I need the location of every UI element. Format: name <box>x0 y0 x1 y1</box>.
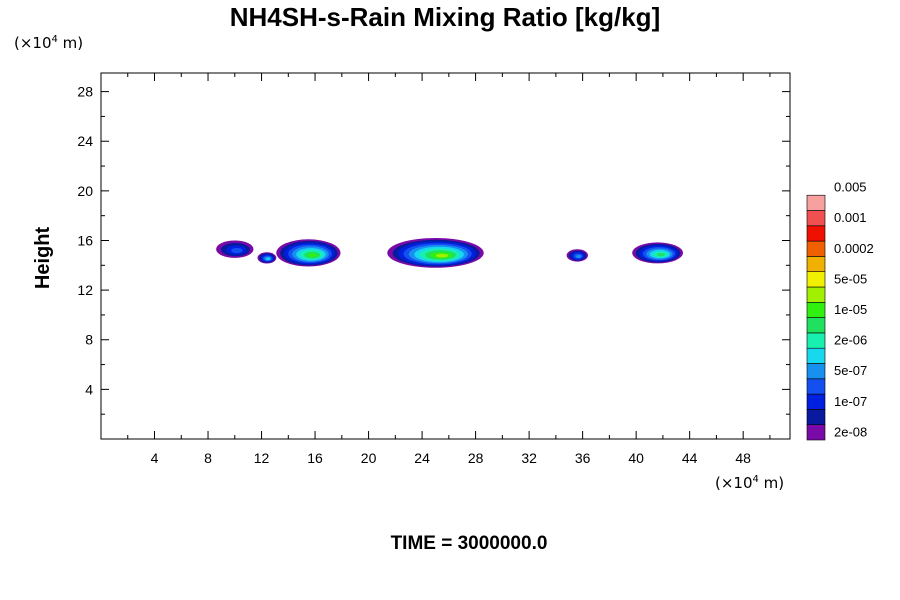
contour-level <box>435 253 449 258</box>
colorbar-swatch <box>806 286 826 303</box>
contour-blob <box>257 252 277 264</box>
contour-level <box>266 257 270 260</box>
y-tick-label: 8 <box>85 332 93 348</box>
x-tick-label: 40 <box>628 450 644 466</box>
x-tick-label: 8 <box>204 450 212 466</box>
colorbar-swatch <box>806 347 826 364</box>
contour-level <box>231 247 243 254</box>
y-tick-label: 16 <box>77 232 93 248</box>
colorbar-swatch <box>806 424 826 441</box>
x-tick-label: 48 <box>735 450 751 466</box>
colorbar-label: 5e-07 <box>834 363 867 378</box>
x-tick-label: 36 <box>575 450 591 466</box>
x-tick-label: 28 <box>468 450 484 466</box>
colorbar-swatch <box>806 393 826 410</box>
colorbar-label: 0.005 <box>834 180 867 195</box>
y-tick-label: 4 <box>85 381 93 397</box>
colorbar: 2e-08 1e-07 5e-07 2e-06 1e-05 5e-05 0.0002 0.00… <box>806 180 874 441</box>
y-tick-label: 28 <box>77 84 93 100</box>
contour-blob <box>216 240 254 258</box>
colorbar-swatch <box>806 363 826 380</box>
time-label: TIME = 3000000.0 <box>391 533 548 554</box>
colorbar-swatch <box>806 210 826 227</box>
colorbar-label: 2e-06 <box>834 333 867 348</box>
contour-layer <box>216 238 683 268</box>
colorbar-swatch <box>806 256 826 272</box>
colorbar-swatch <box>806 225 826 242</box>
x-tick-label: 44 <box>682 450 698 466</box>
contour-level <box>576 254 582 258</box>
contour-blob <box>276 239 341 267</box>
colorbar-label: 0.0002 <box>834 241 874 256</box>
y-tick-label: 20 <box>77 183 93 199</box>
contour-blob <box>632 242 683 264</box>
x-tick-label: 32 <box>521 450 537 466</box>
colorbar-swatch <box>806 332 826 349</box>
contour-level <box>308 253 318 258</box>
colorbar-swatch <box>806 194 826 211</box>
y-unit-label: (×104 m) <box>14 34 83 52</box>
y-axis-label: Height <box>32 227 54 290</box>
x-tick-label: 20 <box>361 450 377 466</box>
contour-blob <box>566 249 588 262</box>
x-tick-label: 4 <box>151 450 159 466</box>
x-tick-label: 12 <box>254 450 270 466</box>
contour-blob <box>387 238 484 268</box>
colorbar-label: 0.001 <box>834 210 867 225</box>
colorbar-label: 5e-05 <box>834 271 867 286</box>
colorbar-swatch <box>806 317 826 334</box>
y-tick-label: 12 <box>77 282 93 298</box>
colorbar-swatch <box>806 271 826 288</box>
colorbar-swatch <box>806 378 826 395</box>
colorbar-label: 1e-07 <box>834 394 867 409</box>
colorbar-swatch <box>806 301 826 318</box>
chart-title: NH4SH-s-Rain Mixing Ratio [kg/kg] <box>230 2 660 32</box>
colorbar-swatch <box>806 409 826 425</box>
colorbar-label: 2e-08 <box>834 424 867 439</box>
y-tick-label: 24 <box>77 133 93 149</box>
x-tick-label: 24 <box>414 450 430 466</box>
contour-level <box>656 253 665 257</box>
x-tick-label: 16 <box>307 450 323 466</box>
plot-frame <box>100 72 791 440</box>
x-unit-label: (×104 m) <box>715 474 784 492</box>
colorbar-swatch <box>806 240 826 257</box>
colorbar-label: 1e-05 <box>834 302 867 317</box>
